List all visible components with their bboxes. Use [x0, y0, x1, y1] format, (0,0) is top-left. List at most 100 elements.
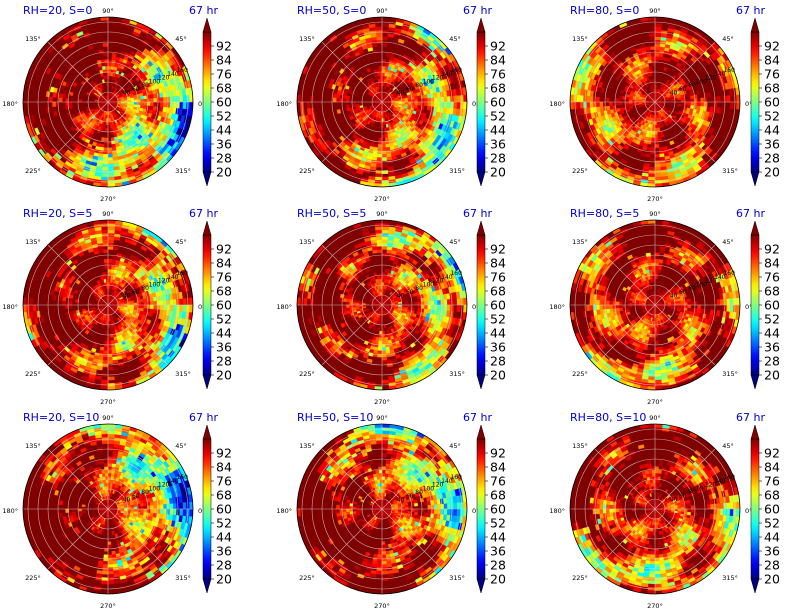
field-cell [143, 301, 148, 306]
field-cell [159, 97, 164, 103]
field-cell [100, 183, 109, 187]
polar-grid [570, 17, 740, 187]
field-cell [381, 176, 389, 181]
field-cell [163, 101, 167, 108]
field-cell [169, 96, 174, 103]
field-cell [654, 26, 662, 31]
field-cell [368, 23, 376, 29]
radial-tick-label: 80 [141, 82, 149, 89]
field-cell [54, 72, 61, 79]
field-cell [333, 89, 338, 95]
field-cell [101, 379, 109, 384]
field-cell [103, 52, 109, 57]
colorbar-tick-label: 76 [764, 67, 780, 82]
angle-tick-label: 45° [175, 238, 187, 246]
field-cell [433, 97, 438, 103]
colorbar-tick-label: 36 [216, 137, 232, 152]
field-cell [386, 159, 393, 165]
field-cell [133, 85, 138, 90]
panel-2: 40608010012014016090°45°0°315°270°225°18… [276, 4, 506, 203]
field-cell [32, 304, 37, 312]
angle-tick-label: 0° [198, 100, 205, 108]
colorbar-tick-label: 20 [764, 165, 780, 180]
field-cell [103, 153, 109, 158]
field-cell [654, 36, 661, 41]
field-cell [700, 101, 705, 107]
field-cell [68, 301, 73, 306]
colorbar-tick-label: 20 [216, 165, 232, 180]
field-cell [130, 300, 135, 304]
field-cell [618, 98, 623, 103]
field-cell [367, 92, 372, 96]
field-cell [352, 104, 357, 108]
field-cell [366, 79, 371, 84]
field-cell [306, 108, 312, 116]
field-cell [140, 304, 145, 309]
field-cell [654, 163, 661, 168]
polar-frame [296, 16, 468, 188]
field-cell [599, 101, 604, 107]
field-cell [657, 137, 662, 142]
field-cell [650, 56, 656, 60]
field-cell [654, 157, 661, 161]
field-cell [103, 249, 109, 254]
field-cell [107, 160, 114, 165]
field-cell [102, 363, 109, 368]
field-cell [609, 101, 613, 107]
colorbar-body [750, 31, 760, 173]
field-cell [654, 39, 661, 44]
field-cell [104, 62, 109, 67]
field-cell [182, 298, 187, 306]
colorbar-tick-label: 92 [216, 39, 232, 54]
field-cell [381, 157, 388, 161]
field-cell [645, 153, 651, 158]
field-cell [615, 98, 620, 103]
colorbar-body [202, 31, 212, 173]
angle-tick-label: 45° [175, 35, 187, 43]
field-cell [133, 101, 138, 105]
field-cell [101, 229, 109, 234]
field-cell [376, 157, 383, 161]
field-cell [179, 95, 184, 103]
field-cell [379, 124, 383, 129]
field-cell [297, 94, 301, 103]
angle-tick-label: 225° [299, 167, 315, 175]
field-cell [166, 299, 171, 306]
field-cell [374, 183, 383, 187]
field-cell [107, 173, 115, 178]
field-cell [381, 153, 387, 158]
field-cell [166, 101, 171, 108]
field-cell [650, 46, 656, 51]
field-cell [654, 153, 660, 158]
field-cell [366, 68, 371, 73]
field-cell [648, 166, 656, 171]
angle-tick-label: 90° [376, 7, 388, 15]
field-cell [687, 98, 692, 103]
grid-spoke [47, 101, 109, 163]
field-cell [589, 96, 594, 103]
colorbar-tick-label: 60 [490, 95, 506, 110]
grid-spoke [107, 101, 169, 163]
panel-4: 40608010012014016090°45°0°315°270°225°18… [2, 207, 232, 406]
field-cell [101, 166, 109, 171]
field-cell [650, 52, 656, 57]
field-cell [133, 307, 138, 311]
field-cell [618, 101, 623, 106]
field-cell [654, 166, 662, 171]
field-cell [381, 43, 388, 47]
field-cell [166, 304, 171, 311]
field-cell [695, 90, 701, 95]
field-cell [328, 82, 333, 89]
field-cell [59, 292, 64, 298]
field-cell [169, 299, 174, 306]
radial-tick-label: 160 [723, 67, 735, 74]
field-cell [586, 95, 591, 103]
field-cell [101, 226, 109, 231]
field-cell [440, 101, 445, 108]
field-cell [397, 55, 403, 61]
field-cell [384, 66, 389, 70]
colorbar-tick-label: 28 [216, 151, 232, 166]
colorbar-tick-label: 92 [764, 39, 780, 54]
field-cell [107, 163, 114, 168]
